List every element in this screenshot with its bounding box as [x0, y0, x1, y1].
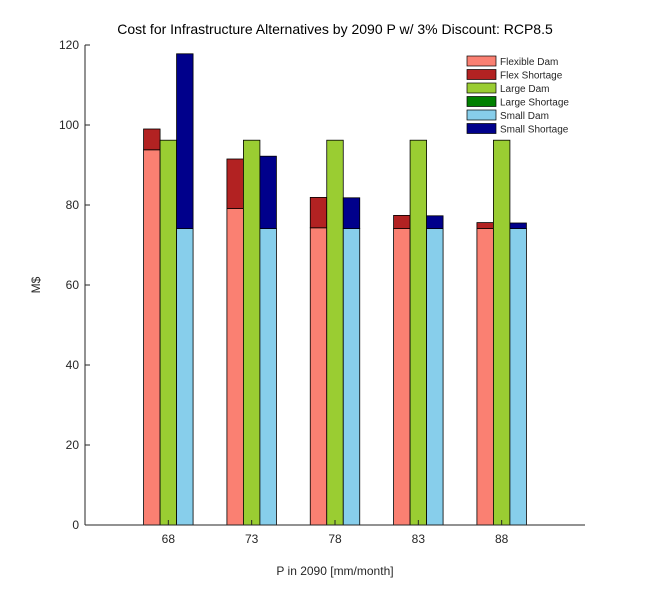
bar-flexible-base-68 [143, 149, 161, 526]
bar-large-base-88 [493, 139, 511, 526]
legend: Flexible Dam Flex Shortage Large Dam Large … [466, 55, 569, 136]
x-tick-label: 68 [162, 532, 176, 546]
bar-flexible-base-83 [393, 228, 411, 526]
bar-flexible-shortage-88 [476, 222, 494, 230]
legend-swatch [466, 96, 497, 107]
bar-large-base-78 [326, 139, 344, 526]
bar-small-shortage-73 [259, 155, 277, 229]
y-tick-label: 60 [66, 278, 80, 292]
legend-swatch [466, 69, 497, 80]
bar-large-base-68 [159, 139, 177, 526]
legend-swatch [466, 123, 497, 134]
legend-label: Small Shortage [500, 125, 569, 136]
bar-large-base-73 [243, 139, 261, 526]
bar-small-shortage-83 [426, 215, 444, 230]
legend-swatch [466, 55, 497, 67]
legend-swatch [466, 109, 497, 121]
x-tick-label: 88 [495, 532, 509, 546]
legend-label: Large Shortage [500, 98, 569, 109]
legend-label: Flexible Dam [500, 57, 558, 68]
bar-small-base-88 [509, 228, 527, 526]
bar-flexible-shortage-83 [393, 214, 411, 229]
bar-small-base-68 [176, 228, 194, 526]
bars-layer [143, 53, 527, 526]
bar-flexible-base-78 [309, 227, 328, 526]
bar-flexible-shortage-78 [309, 196, 328, 229]
y-tick-label: 0 [72, 518, 79, 532]
ticks-layer: 0 20 40 60 80 100 120 68 73 78 83 88 [59, 38, 509, 546]
y-tick-label: 40 [66, 358, 80, 372]
bar-flexible-shortage-73 [226, 158, 244, 209]
x-tick-label: 83 [412, 532, 426, 546]
bar-flexible-base-88 [476, 228, 494, 526]
x-axis-label: P in 2090 [mm/month] [276, 564, 393, 578]
bar-small-base-73 [259, 228, 277, 526]
bar-small-base-83 [426, 228, 444, 526]
y-tick-label: 80 [66, 198, 80, 212]
bar-small-shortage-78 [342, 197, 361, 230]
bar-flexible-shortage-68 [143, 128, 161, 151]
legend-label: Small Dam [500, 111, 549, 122]
x-tick-label: 73 [245, 532, 259, 546]
bar-large-base-83 [409, 139, 427, 526]
y-tick-label: 100 [59, 118, 79, 132]
y-axis-label: M$ [29, 276, 43, 293]
y-tick-label: 20 [66, 438, 80, 452]
legend-label: Flex Shortage [500, 71, 563, 82]
bar-small-base-78 [342, 228, 361, 526]
legend-label: Large Dam [500, 84, 549, 95]
legend-swatch [466, 82, 497, 94]
y-tick-label: 120 [59, 38, 79, 52]
x-tick-label: 78 [328, 532, 342, 546]
bar-small-shortage-68 [176, 53, 194, 230]
chart-title: Cost for Infrastructure Alternatives by … [117, 21, 553, 37]
bar-small-shortage-88 [509, 222, 527, 229]
bar-flexible-base-73 [226, 208, 244, 526]
